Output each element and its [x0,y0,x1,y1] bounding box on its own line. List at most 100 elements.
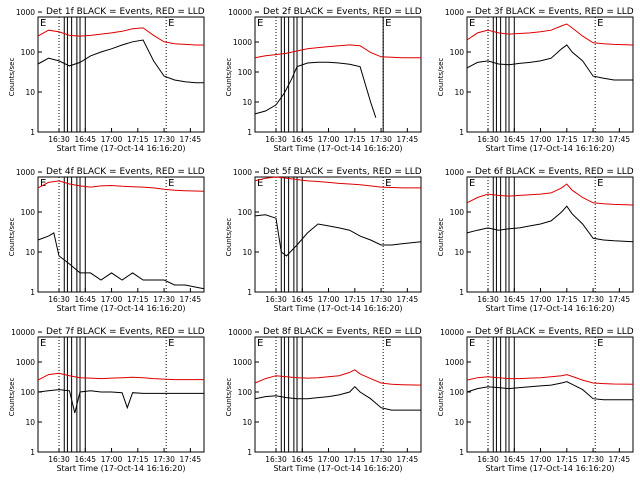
y-tick-label: 100 [21,208,36,217]
x-tick-label: 17:15 [344,135,366,144]
panel-title: Det 7f BLACK = Events, RED = LLD [46,327,205,337]
series-line-lld [466,23,634,46]
plot-frame [37,16,205,133]
plot-frame [254,176,422,293]
y-tick-label: 10 [242,248,252,257]
series-line-events [466,205,634,243]
y-tick-label: 1000 [445,168,464,177]
x-tick-label: 17:45 [609,455,631,464]
series-line-lld [254,44,421,59]
x-tick-label: 16:30 [48,455,70,464]
y-tick-label: 100 [238,388,253,397]
flag-label: E [385,178,391,189]
panel-title: Det 4f BLACK = Events, RED = LLD [46,167,205,177]
series-line-events [254,214,422,257]
x-tick-label: 16:30 [265,135,287,144]
flag-label: E [257,178,263,189]
series-line-lld [37,27,204,46]
series-line-lld [37,180,205,192]
flag-label: E [469,18,475,29]
x-tick-label: 16:30 [48,135,70,144]
plot-frame [466,336,634,453]
y-tick-label: 10 [25,88,35,97]
y-tick-label: 1 [30,128,35,137]
x-tick-label: 17:00 [101,455,123,464]
y-tick-label: 10 [454,88,464,97]
y-tick-label: 100 [450,48,465,57]
y-tick-label: 10000 [228,8,252,17]
y-tick-label: 1000 [16,8,35,17]
y-tick-label: 10 [25,418,35,427]
plot-frame [37,336,205,453]
x-tick-label: 17:45 [180,295,202,304]
panel-title: Det 2f BLACK = Events, RED = LLD [263,7,422,17]
x-tick-label: 16:30 [477,455,499,464]
series-line-lld [254,369,422,386]
y-tick-label: 1000 [445,358,464,367]
x-tick-label: 17:45 [397,135,419,144]
series-line-events [37,389,204,414]
flag-label: E [469,178,475,189]
y-tick-label: 1 [459,448,464,457]
x-tick-label: 17:45 [397,295,419,304]
x-axis-label: Start Time (17-Oct-14 16:16:20) [56,464,185,473]
x-axis-label: Start Time (17-Oct-14 16:16:20) [273,464,402,473]
x-tick-label: 17:00 [318,295,340,304]
series-line-events [254,61,377,118]
flag-label: E [385,338,391,349]
y-axis-label: Counts/sec [8,218,16,257]
x-tick-label: 17:00 [318,135,340,144]
y-tick-label: 100 [450,208,465,217]
y-axis-label: Counts/sec [437,378,445,417]
x-tick-label: 17:15 [344,295,366,304]
y-tick-label: 1 [30,288,35,297]
flag-label: E [257,18,263,29]
y-tick-label: 100 [238,208,253,217]
x-tick-label: 17:30 [370,295,392,304]
x-tick-label: 16:45 [74,295,96,304]
x-tick-label: 16:30 [477,295,499,304]
x-tick-label: 16:30 [265,455,287,464]
y-tick-label: 100 [450,388,465,397]
y-tick-label: 1 [459,288,464,297]
y-axis-label: Counts/sec [225,218,233,257]
x-tick-label: 17:45 [609,135,631,144]
x-tick-label: 17:30 [153,135,175,144]
x-tick-label: 17:15 [127,135,149,144]
y-tick-label: 1 [459,128,464,137]
y-tick-label: 100 [21,388,36,397]
y-axis-label: Counts/sec [8,58,16,97]
plot-frame [254,16,422,133]
y-tick-label: 10 [454,248,464,257]
series-line-lld [466,374,634,385]
x-tick-label: 17:30 [370,455,392,464]
x-axis-label: Start Time (17-Oct-14 16:16:20) [485,304,614,313]
y-tick-label: 1000 [16,168,35,177]
series-line-events [466,44,633,81]
x-axis-label: Start Time (17-Oct-14 16:16:20) [273,144,402,153]
x-tick-label: 17:45 [180,455,202,464]
panel-title: Det 9f BLACK = Events, RED = LLD [475,327,634,337]
flag-label: E [257,338,263,349]
flag-label: E [597,18,603,29]
series-line-events [254,385,421,411]
x-tick-label: 17:00 [101,295,123,304]
x-tick-label: 17:15 [344,455,366,464]
flag-label: E [40,178,46,189]
y-tick-label: 1000 [16,358,35,367]
x-tick-label: 17:45 [180,135,202,144]
x-axis-label: Start Time (17-Oct-14 16:16:20) [56,144,185,153]
x-tick-label: 17:15 [127,295,149,304]
y-tick-label: 1 [30,448,35,457]
flag-label: E [40,18,46,29]
x-tick-label: 17:30 [582,455,604,464]
x-tick-label: 17:00 [530,455,552,464]
x-axis-label: Start Time (17-Oct-14 16:16:20) [485,464,614,473]
